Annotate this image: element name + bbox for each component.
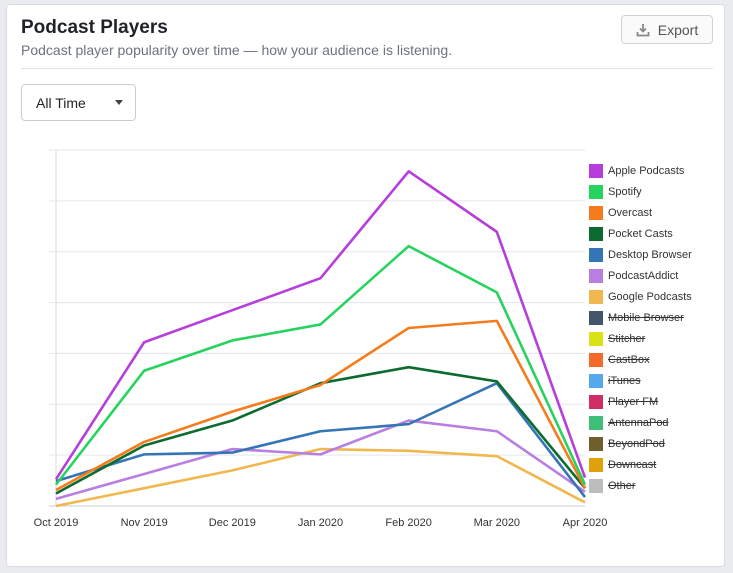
series-line-spotify: [54, 244, 587, 486]
legend-item[interactable]: CastBox: [589, 349, 692, 370]
x-tick-label: Jan 2020: [298, 517, 343, 529]
series-line-apple-podcasts: [54, 170, 587, 481]
series-line-desktop-browser: [55, 381, 587, 498]
legend-item[interactable]: Other: [589, 475, 692, 496]
legend-label: Mobile Browser: [608, 311, 684, 324]
legend-item[interactable]: PodcastAddict: [589, 265, 692, 286]
legend-item[interactable]: Stitcher: [589, 328, 692, 349]
legend-item[interactable]: Apple Podcasts: [589, 160, 692, 181]
legend-swatch: [589, 331, 603, 346]
legend-item[interactable]: iTunes: [589, 370, 692, 391]
time-range-select[interactable]: All Time: [21, 84, 136, 121]
legend-label: Apple Podcasts: [608, 164, 685, 177]
series-line-overcast: [55, 319, 587, 492]
legend-item[interactable]: Player FM: [589, 391, 692, 412]
legend-swatch: [589, 394, 603, 409]
legend-swatch: [589, 352, 603, 367]
series-line-podcastaddict: [55, 419, 586, 501]
legend-swatch: [589, 247, 603, 262]
download-icon: [636, 23, 650, 36]
legend-label: iTunes: [608, 374, 641, 387]
legend-label: Downcast: [608, 458, 657, 471]
legend-item[interactable]: Mobile Browser: [589, 307, 692, 328]
x-tick-label: Feb 2020: [385, 517, 431, 529]
legend-label: BeyondPod: [608, 437, 665, 450]
legend-swatch: [589, 310, 603, 325]
legend-label: Google Podcasts: [608, 290, 692, 303]
series-line-pocket-casts: [55, 365, 587, 495]
legend-item[interactable]: Pocket Casts: [589, 223, 692, 244]
legend-swatch: [589, 184, 603, 199]
legend-swatch: [589, 457, 603, 472]
legend-swatch: [589, 436, 603, 451]
legend-label: Overcast: [608, 206, 653, 219]
x-tick-label: Mar 2020: [474, 517, 520, 529]
legend-swatch: [589, 478, 603, 493]
legend-item[interactable]: AntennaPod: [589, 412, 692, 433]
legend-label: PodcastAddict: [608, 269, 679, 282]
chart-legend: Apple Podcasts Spotify Overcast Pocket Cast…: [589, 160, 692, 496]
legend-label: Stitcher: [608, 332, 646, 345]
header-divider: [21, 68, 713, 69]
legend-label: Pocket Casts: [608, 227, 673, 240]
legend-label: AntennaPod: [608, 416, 669, 429]
series-line-google-podcasts: [55, 447, 586, 508]
legend-swatch: [589, 289, 603, 304]
legend-swatch: [589, 268, 603, 283]
x-tick-label: Nov 2019: [121, 517, 168, 529]
legend-item[interactable]: Downcast: [589, 454, 692, 475]
legend-label: Desktop Browser: [608, 248, 692, 261]
legend-swatch: [589, 226, 603, 241]
x-tick-label: Apr 2020: [563, 517, 608, 529]
legend-swatch: [589, 373, 603, 388]
legend-item[interactable]: Overcast: [589, 202, 692, 223]
legend-label: Player FM: [608, 395, 659, 408]
legend-item[interactable]: Spotify: [589, 181, 692, 202]
legend-swatch: [589, 415, 603, 430]
export-label: Export: [657, 21, 699, 38]
legend-label: Other: [608, 479, 636, 492]
legend-item[interactable]: BeyondPod: [589, 433, 692, 454]
legend-swatch: [589, 163, 603, 178]
chevron-down-icon: [115, 100, 123, 105]
export-button[interactable]: Export: [621, 15, 713, 44]
legend-item[interactable]: Desktop Browser: [589, 244, 692, 265]
x-tick-label: Dec 2019: [209, 517, 256, 529]
card-title: Podcast Players: [21, 17, 168, 38]
legend-label: Spotify: [608, 185, 642, 198]
legend-label: CastBox: [608, 353, 650, 366]
card-subtitle: Podcast player popularity over time — ho…: [21, 42, 453, 58]
x-tick-label: Oct 2019: [34, 517, 79, 529]
legend-item[interactable]: Google Podcasts: [589, 286, 692, 307]
time-range-value: All Time: [36, 94, 86, 111]
legend-swatch: [589, 205, 603, 220]
